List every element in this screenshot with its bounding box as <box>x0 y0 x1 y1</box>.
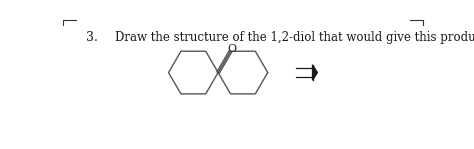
Text: O: O <box>228 44 237 53</box>
Text: 3.: 3. <box>86 31 98 44</box>
Text: Draw the structure of the 1,2-diol that would give this product when treated wit: Draw the structure of the 1,2-diol that … <box>115 31 474 44</box>
Polygon shape <box>312 65 317 80</box>
